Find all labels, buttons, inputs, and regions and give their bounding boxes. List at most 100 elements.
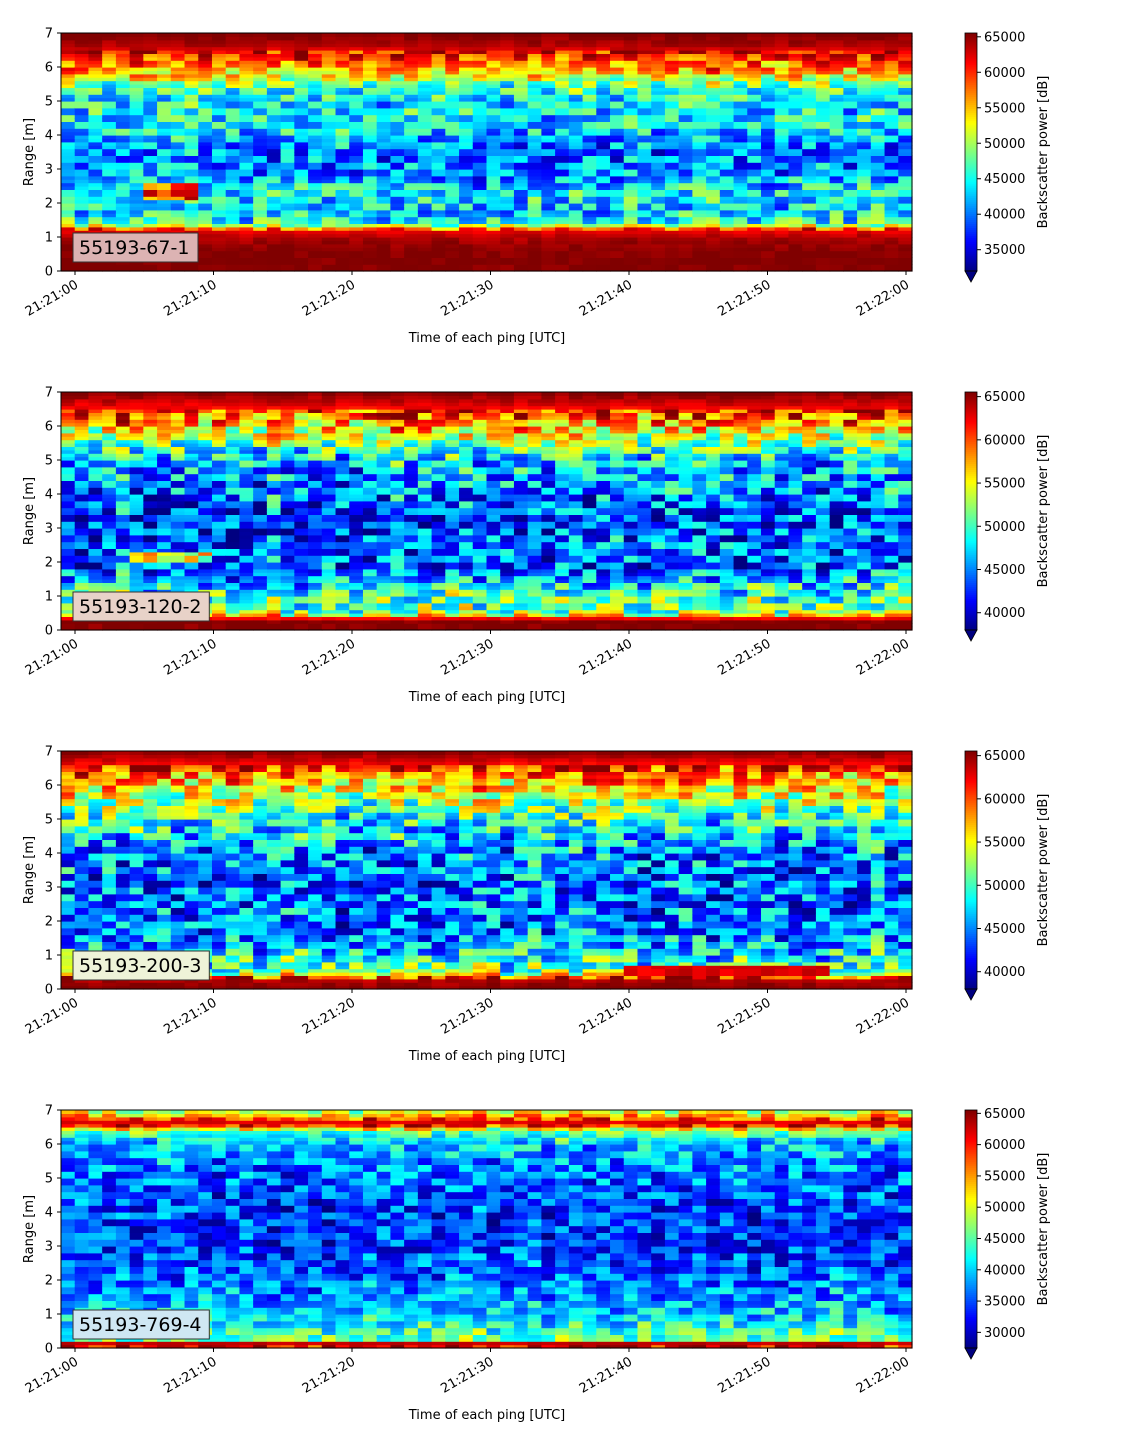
heatmap-cell	[362, 158, 378, 163]
heatmap-cell	[253, 257, 268, 262]
heatmap-cell	[747, 182, 762, 187]
heatmap-cell	[788, 53, 803, 58]
heatmap-cell	[239, 196, 254, 201]
heatmap-cell	[857, 135, 872, 139]
heatmap-cell	[898, 240, 913, 245]
heatmap-cell	[362, 240, 378, 245]
heatmap-cell	[198, 87, 213, 92]
heatmap-cell	[857, 169, 872, 173]
heatmap-cell	[651, 101, 666, 105]
heatmap-cell	[527, 94, 543, 99]
heatmap-cell	[651, 77, 666, 82]
heatmap-cell	[857, 186, 872, 190]
heatmap-cell	[417, 260, 433, 265]
heatmap-cell	[664, 128, 680, 133]
heatmap-cell	[129, 56, 144, 61]
heatmap-cell	[74, 53, 90, 58]
heatmap-cell	[294, 165, 309, 170]
heatmap-cell	[74, 623, 90, 628]
heatmap-cell	[74, 36, 90, 41]
heatmap-cell	[706, 80, 721, 85]
heatmap-cell	[102, 90, 117, 95]
heatmap-cell	[225, 84, 241, 88]
heatmap-cell	[417, 107, 433, 112]
heatmap-cell	[376, 213, 392, 218]
heatmap-cell	[664, 199, 680, 204]
heatmap-cell	[486, 189, 501, 194]
heatmap-cell	[335, 131, 350, 136]
heatmap-cell	[211, 158, 227, 163]
heatmap-cell	[417, 111, 433, 116]
heatmap-cell	[527, 107, 543, 112]
heatmap-cell	[102, 422, 117, 427]
heatmap-cell	[170, 36, 186, 41]
heatmap-cell	[582, 56, 597, 61]
heatmap-cell	[527, 70, 543, 75]
heatmap-cell	[88, 138, 103, 143]
heatmap-cell	[761, 36, 776, 41]
heatmap-cell	[88, 158, 103, 163]
heatmap-cell	[129, 80, 144, 85]
heatmap-cell	[294, 131, 309, 136]
heatmap-cell	[761, 226, 776, 231]
heatmap-cell	[102, 213, 117, 218]
heatmap-cell	[404, 70, 419, 75]
heatmap-cell	[610, 138, 625, 143]
heatmap-cell	[239, 182, 254, 187]
heatmap-cell	[88, 182, 103, 187]
heatmap-cell	[198, 124, 213, 129]
heatmap-cell	[555, 230, 570, 235]
heatmap-cell	[253, 43, 268, 48]
colorbar-segment	[965, 243, 977, 246]
heatmap-cell	[870, 141, 886, 146]
heatmap-cell	[857, 189, 872, 194]
heatmap-cell	[143, 267, 158, 272]
heatmap-cell	[280, 226, 295, 231]
heatmap-cell	[115, 626, 131, 631]
heatmap-cell	[102, 43, 117, 48]
heatmap-cell	[102, 101, 117, 105]
heatmap-cell	[115, 446, 131, 451]
heatmap-cell	[61, 582, 76, 587]
heatmap-cell	[376, 155, 392, 160]
heatmap-cell	[870, 240, 886, 245]
heatmap-cell	[582, 175, 597, 180]
heatmap-cell	[527, 158, 543, 163]
heatmap-cell	[815, 90, 831, 95]
heatmap-cell	[280, 50, 295, 54]
heatmap-cell	[582, 233, 597, 238]
heatmap-cell	[706, 87, 721, 92]
heatmap-cell	[541, 260, 556, 265]
heatmap-cell	[143, 470, 158, 475]
heatmap-cell	[253, 254, 268, 258]
heatmap-cell	[541, 80, 556, 85]
heatmap-cell	[445, 196, 460, 201]
heatmap-cell	[129, 111, 144, 116]
heatmap-cell	[445, 70, 460, 75]
heatmap-cell	[74, 473, 90, 478]
heatmap-cell	[376, 87, 392, 92]
heatmap-cell	[472, 196, 488, 201]
heatmap-cell	[253, 33, 268, 37]
heatmap-cell	[404, 33, 419, 37]
heatmap-cell	[623, 192, 639, 197]
heatmap-cell	[115, 456, 131, 461]
heatmap-cell	[335, 186, 350, 190]
heatmap-cell	[253, 182, 268, 187]
heatmap-cell	[829, 152, 844, 156]
heatmap-cell	[706, 67, 721, 71]
heatmap-cell	[88, 63, 103, 68]
heatmap-cell	[596, 97, 611, 102]
heatmap-cell	[390, 179, 405, 184]
heatmap-cell	[500, 179, 515, 184]
heatmap-cell	[129, 267, 144, 272]
heatmap-cell	[678, 63, 693, 68]
heatmap-cell	[788, 135, 803, 139]
heatmap-cell	[129, 579, 144, 583]
heatmap-cell	[527, 223, 543, 228]
heatmap-cell	[692, 165, 707, 170]
heatmap-cell	[541, 97, 556, 102]
heatmap-cell	[88, 449, 103, 454]
heatmap-cell	[225, 175, 241, 180]
heatmap-cell	[74, 124, 90, 129]
